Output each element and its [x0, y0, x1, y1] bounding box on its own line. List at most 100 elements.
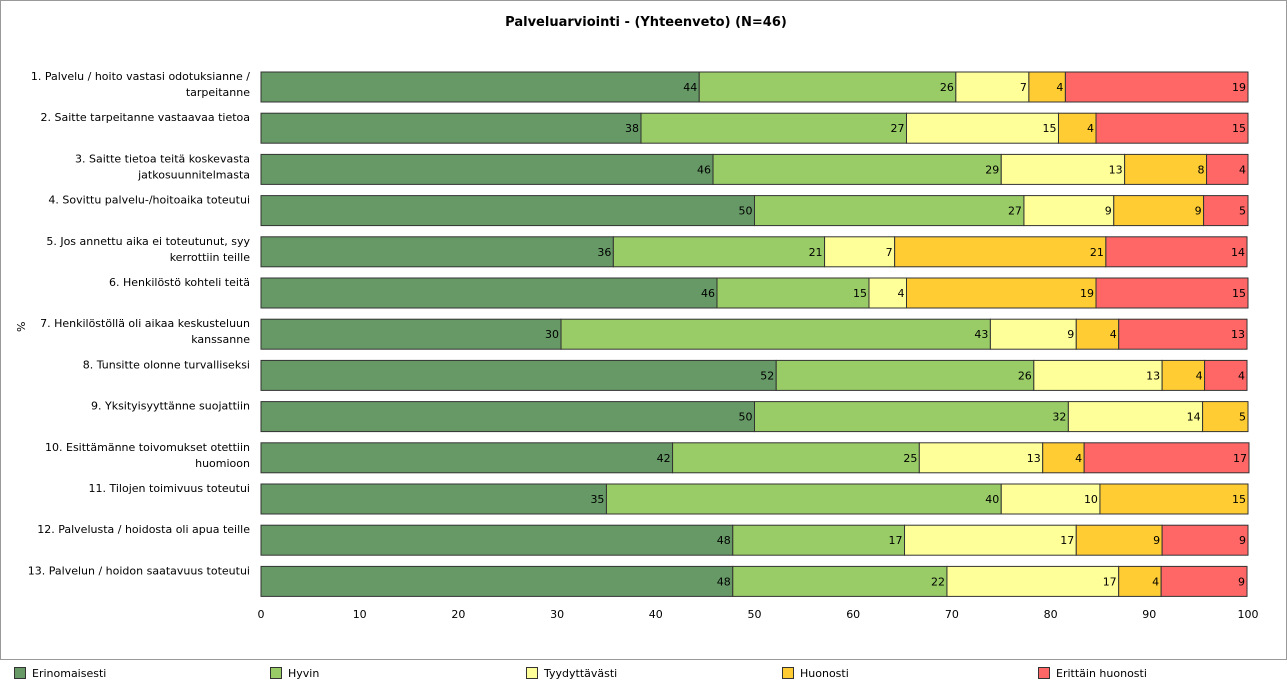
data-label-2-3: 15 — [1042, 122, 1056, 135]
bar-segment-2-3 — [905, 112, 1059, 144]
data-label-11-2: 40 — [985, 493, 999, 506]
data-label-8-4: 4 — [1196, 369, 1203, 382]
data-label-13-5: 9 — [1238, 575, 1245, 588]
data-label-10-5: 17 — [1233, 452, 1247, 465]
data-label-9-2: 32 — [1052, 411, 1066, 424]
bar-segment-6-5 — [1095, 277, 1249, 309]
data-label-4-5: 5 — [1239, 205, 1246, 218]
data-label-1-4: 4 — [1056, 81, 1063, 94]
data-label-11-3: 10 — [1084, 493, 1098, 506]
data-label-4-3: 9 — [1105, 205, 1112, 218]
legend-swatch-2 — [270, 667, 282, 679]
data-label-1-5: 19 — [1232, 81, 1246, 94]
bar-segment-13-4 — [1118, 565, 1162, 597]
y-axis-label: % — [15, 322, 28, 332]
category-label-10: huomioon — [195, 457, 250, 470]
legend-item-2: Hyvin — [270, 665, 319, 681]
legend-label-4: Huonosti — [800, 666, 849, 680]
category-label-3: jatkosuunnitelmasta — [137, 168, 250, 181]
data-label-3-2: 29 — [985, 163, 999, 176]
x-tick-label-40: 40 — [649, 608, 663, 621]
data-label-12-5: 9 — [1239, 534, 1246, 547]
data-label-13-1: 48 — [717, 575, 731, 588]
bar-segment-7-5 — [1118, 318, 1248, 350]
data-label-5-2: 21 — [809, 246, 823, 259]
bar-segment-10-1 — [260, 442, 674, 474]
category-label-2: 2. Saitte tarpeitanne vastaavaa tietoa — [41, 111, 251, 124]
bar-segment-10-3 — [918, 442, 1044, 474]
data-label-10-3: 13 — [1027, 452, 1041, 465]
data-label-7-2: 43 — [974, 328, 988, 341]
bar-segment-11-1 — [260, 483, 607, 515]
data-label-10-2: 25 — [903, 452, 917, 465]
bar-segment-1-2 — [698, 71, 957, 103]
bar-segment-2-1 — [260, 112, 642, 144]
bar-segment-8-3 — [1033, 359, 1163, 391]
x-tick-label-0: 0 — [258, 608, 265, 621]
legend-swatch-3 — [526, 667, 538, 679]
bar-segment-3-5 — [1206, 153, 1249, 185]
data-label-13-3: 17 — [1103, 575, 1117, 588]
data-label-3-4: 8 — [1198, 163, 1205, 176]
data-label-6-2: 15 — [853, 287, 867, 300]
bar-segment-5-5 — [1105, 236, 1248, 268]
data-label-5-1: 36 — [597, 246, 611, 259]
category-label-7: 7. Henkilöstöllä oli aikaa keskusteluun — [40, 317, 250, 330]
data-label-7-4: 4 — [1110, 328, 1117, 341]
data-label-7-3: 9 — [1067, 328, 1074, 341]
data-label-4-2: 27 — [1008, 205, 1022, 218]
legend-item-1: Erinomaisesti — [14, 665, 106, 681]
bar-segment-12-3 — [904, 524, 1077, 556]
data-label-3-3: 13 — [1109, 163, 1123, 176]
data-label-7-5: 13 — [1231, 328, 1245, 341]
data-label-2-5: 15 — [1232, 122, 1246, 135]
data-label-8-3: 13 — [1146, 369, 1160, 382]
bar-segment-7-2 — [560, 318, 991, 350]
data-label-11-1: 35 — [590, 493, 604, 506]
bar-segment-9-3 — [1067, 401, 1204, 433]
bar-segment-3-2 — [712, 153, 1002, 185]
bar-segment-11-2 — [605, 483, 1002, 515]
data-label-1-1: 44 — [683, 81, 697, 94]
legend-swatch-5 — [1038, 667, 1050, 679]
bar-segment-8-1 — [260, 359, 777, 391]
data-label-8-1: 52 — [760, 369, 774, 382]
category-label-4: 4. Sovittu palvelu-/hoitoaika toteutui — [48, 194, 250, 207]
bar-segment-10-5 — [1083, 442, 1250, 474]
data-label-6-3: 4 — [897, 287, 904, 300]
bar-segment-8-2 — [775, 359, 1035, 391]
legend-item-5: Erittäin huonosti — [1038, 665, 1147, 681]
bar-segment-8-4 — [1161, 359, 1206, 391]
bar-segment-4-5 — [1203, 195, 1249, 227]
category-labels: 1. Palvelu / hoito vastasi odotuksianne … — [28, 70, 251, 577]
legend-label-2: Hyvin — [288, 666, 320, 680]
bar-segment-13-3 — [946, 565, 1120, 597]
category-label-1: 1. Palvelu / hoito vastasi odotuksianne … — [31, 70, 250, 83]
category-label-10: 10. Esittämänne toivomukset otettiin — [45, 441, 250, 454]
legend-label-3: Tyydyttävästi — [544, 666, 618, 680]
bar-segment-5-2 — [612, 236, 826, 268]
bar-segment-6-4 — [905, 277, 1097, 309]
x-tick-label-20: 20 — [451, 608, 465, 621]
bar-segment-6-2 — [716, 277, 870, 309]
bar-segment-8-5 — [1204, 359, 1248, 391]
x-tick-label-10: 10 — [353, 608, 367, 621]
bar-segment-12-5 — [1161, 524, 1249, 556]
data-label-2-2: 27 — [890, 122, 904, 135]
data-label-12-3: 17 — [1060, 534, 1074, 547]
legend: Erinomaisesti Hyvin Tyydyttävästi Huonosti E… — [0, 660, 1287, 684]
data-label-10-4: 4 — [1075, 452, 1082, 465]
legend-swatch-4 — [782, 667, 794, 679]
data-label-9-3: 14 — [1187, 411, 1201, 424]
bar-segment-12-4 — [1075, 524, 1163, 556]
legend-label-1: Erinomaisesti — [32, 666, 107, 680]
x-tick-label-70: 70 — [945, 608, 959, 621]
category-label-7: kanssanne — [191, 333, 250, 346]
stacked-bar-chart: Palveluarviointi - (Yhteenveto) (N=46) %… — [15, 15, 1259, 621]
data-label-3-1: 46 — [697, 163, 711, 176]
bar-segment-9-2 — [754, 401, 1069, 433]
bar-segment-12-2 — [732, 524, 906, 556]
bar-segment-9-4 — [1202, 401, 1249, 433]
bar-segment-12-1 — [260, 524, 734, 556]
bar-segment-13-1 — [260, 565, 734, 597]
